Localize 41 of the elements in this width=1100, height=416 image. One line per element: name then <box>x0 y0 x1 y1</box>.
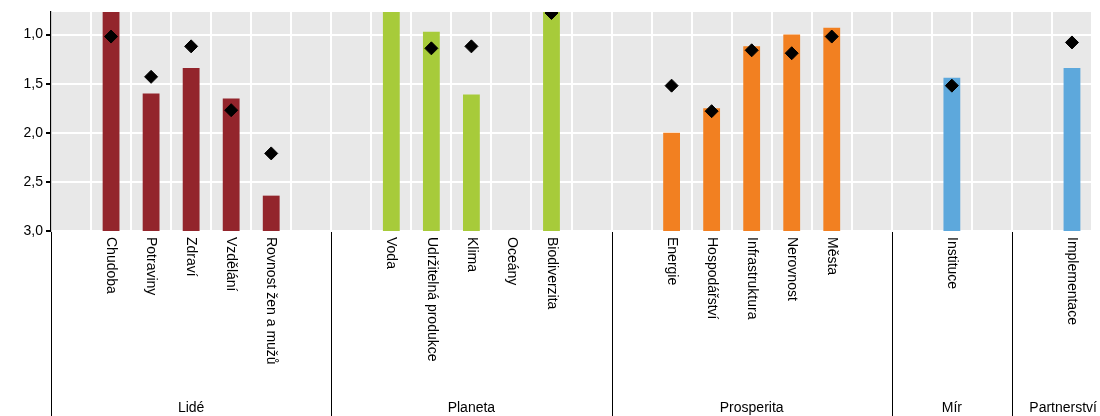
text: Partnerství <box>1029 399 1098 415</box>
x-tick-label: Klima <box>464 237 481 273</box>
y-tick-label: 1,5 <box>23 74 44 91</box>
y-tick-label: 2,0 <box>23 123 44 140</box>
text: Prosperita <box>719 399 784 415</box>
point <box>184 39 199 54</box>
point <box>704 104 719 119</box>
y-tick-label: 1,0 <box>23 25 44 42</box>
x-tick-label: Energie <box>664 237 681 286</box>
x-tick-label: Oceány <box>504 237 521 286</box>
point <box>824 29 839 44</box>
x-tick-label: Nerovnost <box>784 237 801 301</box>
text: Planeta <box>447 399 496 415</box>
x-tick-label: Infrastruktura <box>744 237 761 320</box>
point <box>464 39 479 54</box>
x-tick-label: Udržitelná produkce <box>424 237 441 362</box>
point <box>144 69 159 84</box>
x-tick-label: Města <box>824 237 841 276</box>
y-tick-label: 2,5 <box>23 172 44 189</box>
x-tick-label: Vzdělání <box>224 237 241 292</box>
text: Mír <box>941 399 963 415</box>
x-tick-label: Hospodářství <box>704 237 721 320</box>
y-tick-label: 3,0 <box>23 221 44 238</box>
point <box>1064 35 1079 50</box>
point <box>264 146 279 161</box>
x-tick-label: Chudoba <box>104 237 121 295</box>
x-tick-label: Rovnost žen a mužů <box>264 237 281 365</box>
x-tick-label: Voda <box>384 237 401 270</box>
point <box>424 41 439 56</box>
point <box>944 78 959 93</box>
x-tick-label: Instituce <box>945 237 962 290</box>
point <box>104 29 119 44</box>
text: Lidé <box>177 399 205 415</box>
point <box>224 103 239 118</box>
point <box>744 43 759 58</box>
point <box>784 46 799 61</box>
x-tick-label: Zdraví <box>184 237 201 277</box>
x-tick-label: Potraviny <box>144 237 161 296</box>
point <box>664 78 679 93</box>
x-tick-label: Implementace <box>1065 237 1082 326</box>
x-tick-label: Biodiverzita <box>544 237 561 310</box>
